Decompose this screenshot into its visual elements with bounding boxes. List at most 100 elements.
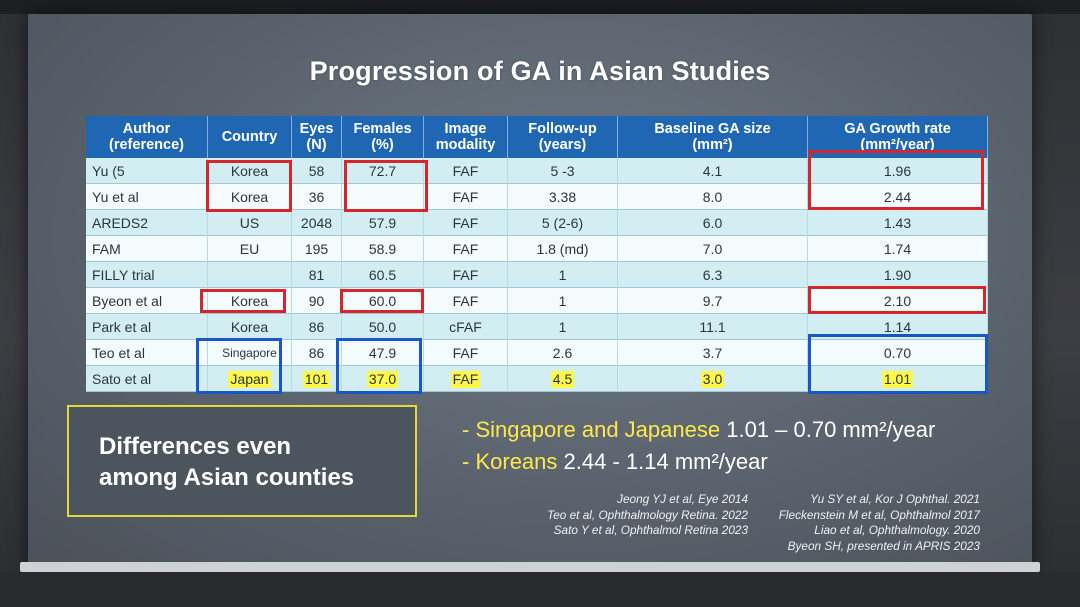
cell-text: 1 <box>558 319 567 335</box>
cell-text: Korea <box>230 189 269 205</box>
cell-females: 37.0 <box>342 366 424 392</box>
cell-baseline: 8.0 <box>618 184 808 210</box>
cell-baseline: 7.0 <box>618 236 808 262</box>
cell-author: Yu et al <box>86 184 208 210</box>
table-row: AREDS2 US 2048 57.9 FAF 5 (2-6) 6.0 1.43 <box>86 210 988 236</box>
table-row: Byeon et al Korea 90 60.0 FAF 1 9.7 2.10 <box>86 288 988 314</box>
cell-text: FILLY trial <box>92 267 155 283</box>
bullet-highlight: Koreans <box>475 449 558 474</box>
table-row: Yu et al Korea 36 FAF 3.38 8.0 2.44 <box>86 184 988 210</box>
cell-eyes: 2048 <box>292 210 342 236</box>
cell-text: 9.7 <box>702 293 723 309</box>
cell-followup: 3.38 <box>508 184 618 210</box>
cell-text: 47.9 <box>368 345 397 361</box>
cell-text: FAF <box>450 370 481 388</box>
header-country: Country <box>208 116 292 158</box>
cell-country <box>208 262 292 288</box>
cell-country: EU <box>208 236 292 262</box>
cell-text: 1.01 <box>881 370 914 388</box>
cell-text: 3.7 <box>702 345 723 361</box>
cell-text: 3.0 <box>700 370 725 388</box>
cell-text: FAF <box>452 163 479 179</box>
cell-modality: cFAF <box>424 314 508 340</box>
cell-eyes: 86 <box>292 340 342 366</box>
cell-growth: 1.96 <box>808 158 988 184</box>
cell-growth: 1.90 <box>808 262 988 288</box>
cell-modality: FAF <box>424 184 508 210</box>
cell-text: Korea <box>230 163 269 179</box>
cell-text: 60.0 <box>368 293 397 309</box>
bullet-rest: 1.01 – 0.70 mm²/year <box>720 417 936 442</box>
cell-text: 6.3 <box>702 267 723 283</box>
cell-author: Sato et al <box>86 366 208 392</box>
cell-text: 2.6 <box>552 345 573 361</box>
cell-followup: 1 <box>508 314 618 340</box>
cell-country: Korea <box>208 314 292 340</box>
cell-text: 4.1 <box>702 163 723 179</box>
cell-followup: 4.5 <box>508 366 618 392</box>
cell-author: FAM <box>86 236 208 262</box>
cell-country: Korea <box>208 288 292 314</box>
cell-text: Teo et al <box>92 345 145 361</box>
cell-country: Japan <box>208 366 292 392</box>
header-followup: Follow-up (years) <box>508 116 618 158</box>
cell-growth: 1.01 <box>808 366 988 392</box>
bullet-dash: - <box>462 449 476 474</box>
cell-text: 11.1 <box>699 319 726 335</box>
cell-females: 60.5 <box>342 262 424 288</box>
slide-title: Progression of GA in Asian Studies <box>309 56 771 86</box>
cell-females: 58.9 <box>342 236 424 262</box>
cell-eyes: 101 <box>292 366 342 392</box>
cell-text: Sato et al <box>92 371 152 387</box>
cell-text: 195 <box>304 241 329 257</box>
cell-text: Singapore <box>222 346 277 360</box>
cell-text: Byeon et al <box>92 293 163 309</box>
cell-text: 8.0 <box>702 189 723 205</box>
cell-author: AREDS2 <box>86 210 208 236</box>
table-row: Sato et al Japan 101 37.0 FAF 4.5 3.0 1.01 <box>86 366 988 392</box>
reference: Byeon SH, presented in APRIS 2023 <box>787 538 980 553</box>
cell-text: 37.0 <box>366 370 399 388</box>
table-row: Park et al Korea 86 50.0 cFAF 1 11.1 1.14 <box>86 314 988 340</box>
cell-modality: FAF <box>424 210 508 236</box>
header-females: Females (%) <box>342 116 424 158</box>
cell-eyes: 195 <box>292 236 342 262</box>
cell-growth: 2.10 <box>808 288 988 314</box>
screen-bottom-bar <box>20 562 1040 572</box>
cell-text: 1 <box>558 293 567 309</box>
cell-text: 101 <box>302 370 331 388</box>
cell-text: 58.9 <box>368 241 397 257</box>
header-modality: Image modality <box>424 116 508 158</box>
cell-text: 3.38 <box>548 189 577 205</box>
cell-growth: 0.70 <box>808 340 988 366</box>
table-row: FAM EU 195 58.9 FAF 1.8 (md) 7.0 1.74 <box>86 236 988 262</box>
header-eyes: Eyes (N) <box>292 116 342 158</box>
table-row: Yu (5 Korea 58 72.7 FAF 5 -3 4.1 1.96 <box>86 158 988 184</box>
cell-text: 72.7 <box>368 163 397 179</box>
cell-text: 36 <box>308 189 325 205</box>
cell-text: US <box>239 215 260 231</box>
cell-followup: 5 (2-6) <box>508 210 618 236</box>
cell-text: 86 <box>308 345 325 361</box>
cell-author: Park et al <box>86 314 208 340</box>
bullet-list: - Singapore and Japanese 1.01 – 0.70 mm²… <box>462 414 935 478</box>
cell-baseline: 9.7 <box>618 288 808 314</box>
cell-females: 57.9 <box>342 210 424 236</box>
cell-followup: 1.8 (md) <box>508 236 618 262</box>
cell-text: FAF <box>452 293 479 309</box>
summary-box: Differences even among Asian counties <box>67 405 417 517</box>
cell-text: 1 <box>558 267 567 283</box>
cell-text: 1.14 <box>883 319 912 335</box>
cell-followup: 2.6 <box>508 340 618 366</box>
table-row: FILLY trial 81 60.5 FAF 1 6.3 1.90 <box>86 262 988 288</box>
cell-eyes: 36 <box>292 184 342 210</box>
cell-growth: 1.74 <box>808 236 988 262</box>
cell-text: 2.44 <box>883 189 912 205</box>
cell-text: AREDS2 <box>92 215 149 231</box>
ceiling-frame <box>0 0 1080 14</box>
cell-eyes: 81 <box>292 262 342 288</box>
cell-text: 1.43 <box>883 215 912 231</box>
cell-text: 86 <box>308 319 325 335</box>
cell-baseline: 3.0 <box>618 366 808 392</box>
cell-text: 5 (2-6) <box>541 215 584 231</box>
